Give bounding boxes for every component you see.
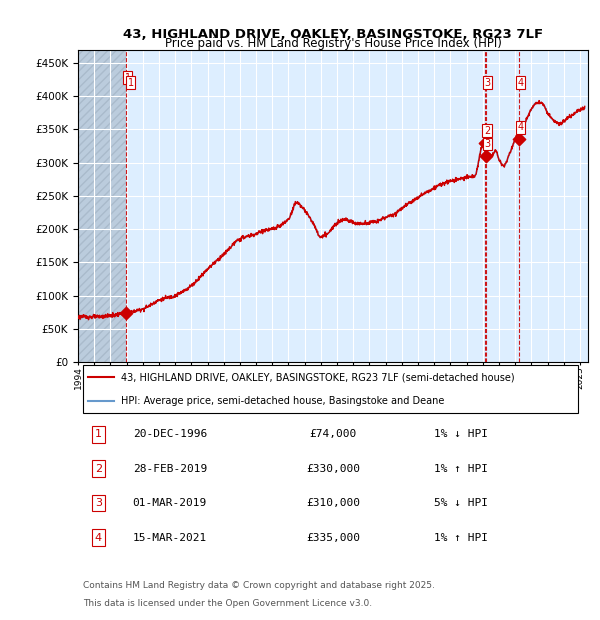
Text: This data is licensed under the Open Government Licence v3.0.: This data is licensed under the Open Gov… (83, 599, 372, 608)
Bar (78, 50, 126, 362)
Text: 1: 1 (125, 73, 131, 82)
Text: £330,000: £330,000 (306, 464, 360, 474)
Text: 5% ↓ HPI: 5% ↓ HPI (433, 498, 487, 508)
Text: 15-MAR-2021: 15-MAR-2021 (133, 533, 207, 542)
FancyBboxPatch shape (83, 365, 578, 413)
Text: 2: 2 (95, 464, 102, 474)
Text: 4: 4 (517, 122, 523, 133)
Text: 3: 3 (484, 78, 490, 88)
Text: 1% ↑ HPI: 1% ↑ HPI (433, 533, 487, 542)
Text: 3: 3 (95, 498, 102, 508)
Point (481, 138, 490, 148)
Text: 3: 3 (484, 139, 490, 149)
Text: 43, HIGHLAND DRIVE, OAKLEY, BASINGSTOKE, RG23 7LF (semi-detached house): 43, HIGHLAND DRIVE, OAKLEY, BASINGSTOKE,… (121, 372, 515, 382)
Text: £335,000: £335,000 (306, 533, 360, 542)
Text: 1% ↑ HPI: 1% ↑ HPI (433, 464, 487, 474)
Text: 4: 4 (517, 78, 523, 88)
Text: 1% ↓ HPI: 1% ↓ HPI (433, 430, 487, 440)
Text: £74,000: £74,000 (310, 430, 356, 440)
Text: Price paid vs. HM Land Registry's House Price Index (HPI): Price paid vs. HM Land Registry's House … (164, 37, 502, 50)
Point (514, 135, 523, 144)
Point (121, 308, 131, 318)
Text: 28-FEB-2019: 28-FEB-2019 (133, 464, 207, 474)
Text: 01-MAR-2019: 01-MAR-2019 (133, 498, 207, 508)
Text: Contains HM Land Registry data © Crown copyright and database right 2025.: Contains HM Land Registry data © Crown c… (83, 581, 435, 590)
Text: 43, HIGHLAND DRIVE, OAKLEY, BASINGSTOKE, RG23 7LF: 43, HIGHLAND DRIVE, OAKLEY, BASINGSTOKE,… (123, 28, 543, 41)
Text: 2: 2 (484, 126, 490, 136)
Text: 20-DEC-1996: 20-DEC-1996 (133, 430, 207, 440)
Text: 1: 1 (95, 430, 102, 440)
Text: 4: 4 (95, 533, 102, 542)
Text: £310,000: £310,000 (306, 498, 360, 508)
Text: 1: 1 (128, 78, 134, 88)
Text: HPI: Average price, semi-detached house, Basingstoke and Deane: HPI: Average price, semi-detached house,… (121, 396, 445, 405)
Point (481, 151, 490, 161)
